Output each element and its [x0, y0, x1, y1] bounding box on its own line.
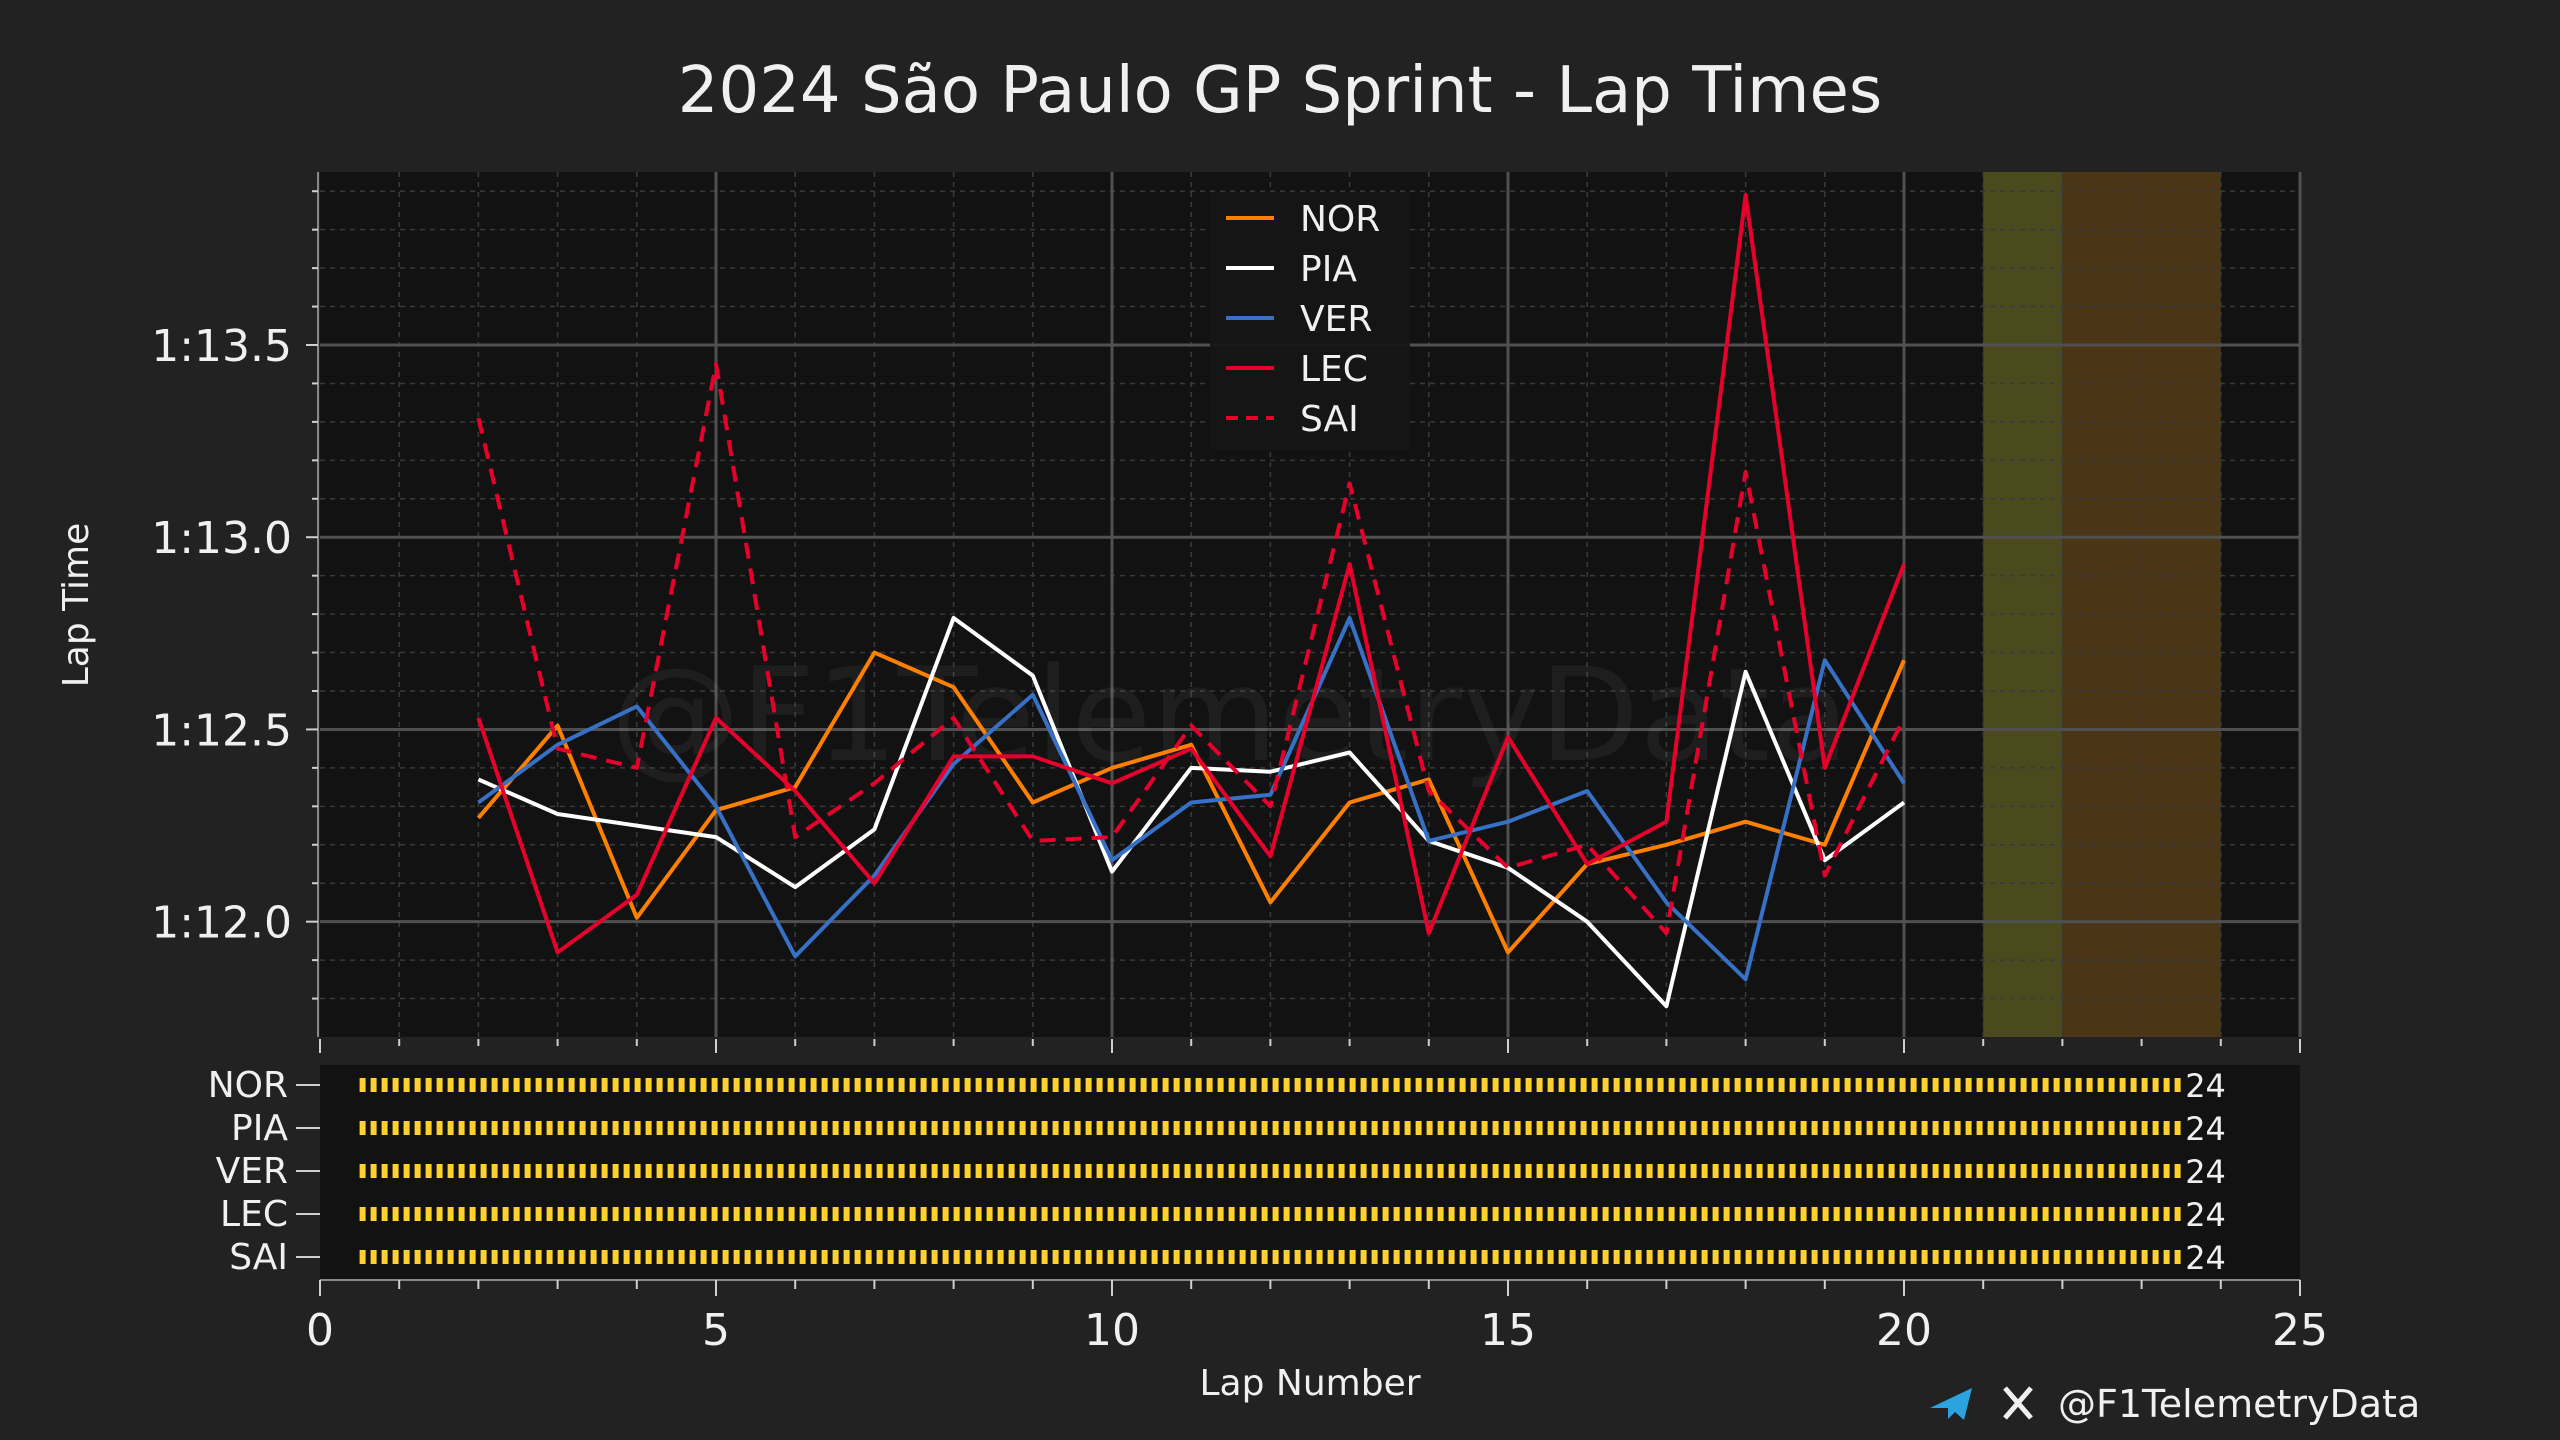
y-tick-label: 1:13.5	[151, 321, 292, 372]
series-line-sai	[476, 362, 1906, 936]
telegram-icon	[1930, 1388, 1972, 1420]
tyre-row-label: LEC	[220, 1194, 288, 1235]
chart-title: 2024 São Paulo GP Sprint - Lap Times	[678, 54, 1882, 128]
series-line-ver	[477, 616, 1906, 982]
x-axis: 0 5 10 15 20 25	[306, 1039, 2328, 1356]
y-axis-label: Lap Time	[56, 523, 97, 688]
tyre-stint-laps: 24	[2185, 1196, 2226, 1234]
legend-label-lec: LEC	[1300, 349, 1368, 390]
tyre-stint-laps: 24	[2185, 1239, 2226, 1277]
x-tick-label: 5	[702, 1305, 730, 1356]
legend-label-pia: PIA	[1300, 249, 1357, 290]
tyre-row-label: SAI	[229, 1237, 288, 1278]
y-tick-label: 1:12.5	[151, 705, 292, 756]
y-tick-label: 1:12.0	[151, 898, 292, 949]
y-tick-label: 1:13.0	[151, 513, 292, 564]
x-logo-icon	[2003, 1386, 2033, 1420]
series-lines	[476, 193, 1906, 1009]
x-axis-label: Lap Number	[1199, 1363, 1420, 1404]
series-line-lec	[476, 193, 1906, 955]
tyre-row-label: PIA	[231, 1108, 288, 1149]
tyre-strip: NOR 24 PIA 24 VER 24 LEC 24 SAI 24	[208, 1065, 2226, 1278]
legend-label-nor: NOR	[1300, 199, 1380, 240]
tyre-stint-laps: 24	[2185, 1067, 2226, 1105]
tyre-stint-laps: 24	[2185, 1110, 2226, 1148]
legend-label-ver: VER	[1300, 299, 1372, 340]
legend-box	[1210, 192, 1410, 450]
x-tick-label: 25	[2272, 1305, 2328, 1356]
tyre-row-label: VER	[216, 1151, 288, 1192]
x-tick-label: 10	[1084, 1305, 1140, 1356]
flag-band-yellow	[1983, 172, 2063, 1037]
y-axis: 1:12.0 1:12.5 1:13.0 1:13.5	[151, 172, 319, 1037]
flag-bands	[1983, 172, 2221, 1037]
series-line-pia	[477, 616, 1906, 1009]
x-tick-label: 0	[306, 1305, 334, 1356]
tyre-row-label: NOR	[208, 1065, 288, 1106]
tyre-stint-laps: 24	[2185, 1153, 2226, 1191]
footer-branding: @F1TelemetryData	[1930, 1382, 2420, 1426]
legend-label-sai: SAI	[1300, 399, 1359, 440]
x-tick-label: 15	[1480, 1305, 1536, 1356]
x-tick-label: 20	[1876, 1305, 1932, 1356]
legend: NOR PIA VER LEC SAI	[1226, 199, 1380, 440]
footer-handle: @F1TelemetryData	[2058, 1382, 2420, 1426]
